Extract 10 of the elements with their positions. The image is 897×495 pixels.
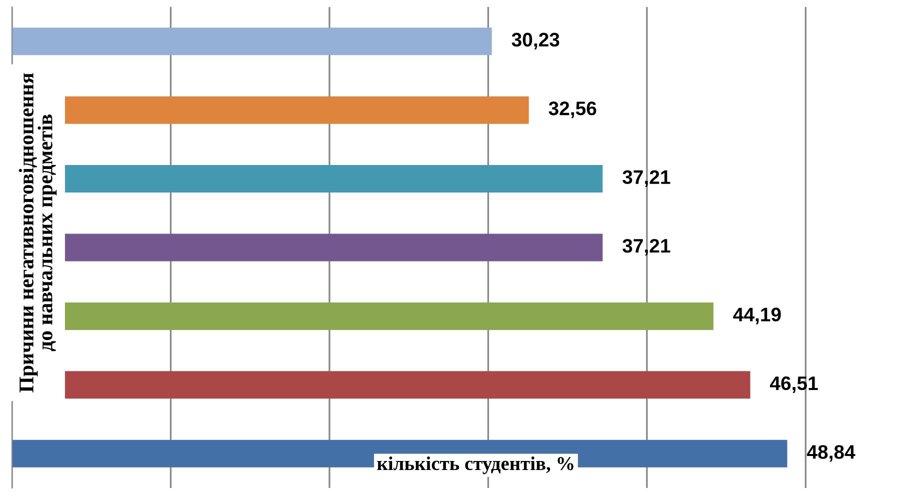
y-axis-title: Причини негативноговідношення до навчальних предметів bbox=[18, 73, 57, 392]
data-label: 48,84 bbox=[806, 445, 856, 462]
data-label: 44,19 bbox=[733, 308, 781, 324]
data-label: 30,23 bbox=[512, 32, 560, 50]
data-label: 37,21 bbox=[622, 170, 670, 187]
data-label: 46,51 bbox=[770, 376, 818, 393]
data-label: 37,21 bbox=[622, 238, 670, 256]
data-label: 32,56 bbox=[548, 102, 596, 118]
x-axis-title: кількість студентів, % bbox=[377, 456, 574, 474]
bar bbox=[12, 28, 492, 56]
